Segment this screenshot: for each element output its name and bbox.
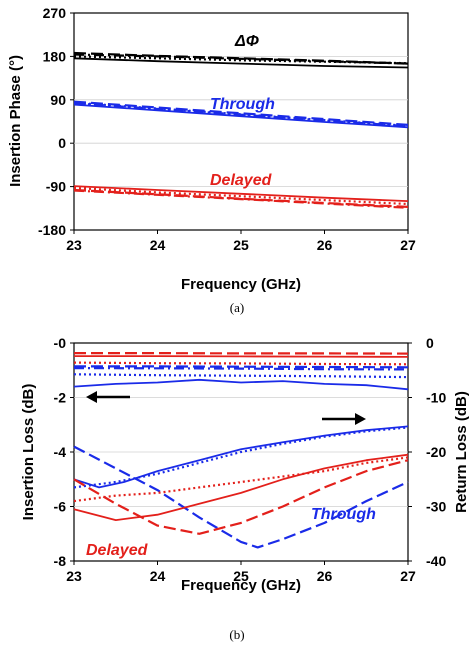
caption-a: (a)	[230, 300, 244, 315]
series-delayed-phase-solid	[73, 185, 409, 202]
panel-b-y2tick-label: 0	[426, 335, 434, 351]
panel-b-ytick-label: -2	[54, 390, 67, 406]
series-through-right-dotted	[73, 426, 409, 489]
panel-a-xlabel: Frequency (GHz)	[181, 276, 301, 293]
series-through-left-dashed	[74, 365, 409, 369]
panel-b-ytick-label: -8	[54, 553, 67, 569]
series-through-phase-dashed	[73, 100, 409, 126]
panel-b-xtick-label: 24	[150, 568, 166, 584]
series-through-phase-solid	[73, 103, 409, 129]
annotation-delayed-b: Delayed	[86, 542, 149, 559]
panel-a-ytick-label: 180	[43, 48, 67, 64]
arrow-right-axis	[322, 413, 366, 425]
panel-b-ylabel: Insertion Loss (dB)	[20, 384, 37, 521]
series-delayed-left-dotted	[73, 361, 409, 366]
panel-b-xlabel: Frequency (GHz)	[181, 577, 301, 594]
series-through-left-dotted	[73, 373, 409, 379]
panel-b-y2label: Return Loss (dB)	[453, 391, 470, 513]
panel-b-ytick-label: -4	[54, 444, 67, 460]
panel-b-y2tick-label: -20	[426, 444, 446, 460]
panel-b-ytick-label: -6	[54, 499, 67, 515]
series-through-left-dashdot	[73, 367, 409, 371]
annotation-delayed-a: Delayed	[210, 172, 273, 189]
panel-b: 23 24 25 26 27 -0 -2 -4 -6 -8 0 -10 -20 -30 -40 Freq…	[20, 335, 470, 642]
panel-b-y2tick-label: -30	[426, 499, 446, 515]
panel-b-xtick-label: 26	[317, 568, 333, 584]
panel-b-ytick-label: -0	[54, 335, 67, 351]
panel-b-xtick-label: 27	[400, 568, 416, 584]
panel-a-xtick-label: 27	[400, 237, 416, 253]
panel-a: 23 24 25 26 27 270 180 90 0 -90 -180 Frequency (G…	[7, 5, 416, 315]
series-delayed-left-dashed	[74, 352, 409, 355]
panel-a-ylabel: Insertion Phase (°)	[7, 55, 24, 187]
panel-a-ytick-label: -180	[38, 222, 66, 238]
caption-b: (b)	[229, 627, 244, 642]
series-through-left-solid	[73, 378, 409, 391]
series-through-right-solid	[73, 425, 409, 489]
series-through-right-dashed	[73, 445, 409, 549]
series-delayed-left-solid	[74, 355, 409, 358]
panel-a-xtick-label: 23	[66, 237, 82, 253]
series--phase-dotted	[73, 55, 409, 65]
annotation-delta-phi: ΔΦ	[234, 33, 259, 50]
series-delayed-right-dashed	[73, 459, 409, 535]
arrow-left-axis	[86, 391, 130, 403]
series-delayed-right-solid	[73, 453, 409, 521]
series-delayed-right-dotted	[73, 456, 409, 503]
series-delayed-phase-dotted	[73, 186, 409, 206]
panel-b-y2tick-label: -10	[426, 390, 446, 406]
panel-a-ytick-label: 90	[50, 92, 66, 108]
panel-a-xtick-label: 25	[233, 237, 249, 253]
panel-b-y2tick-label: -40	[426, 553, 446, 569]
panel-b-xtick-label: 23	[66, 568, 82, 584]
series-delayed-phase-dashdot	[73, 189, 409, 209]
series-through-phase-dashdot	[73, 102, 409, 128]
panel-a-xtick-label: 24	[150, 237, 166, 253]
annotation-through-a: Through	[210, 96, 275, 113]
panel-a-xtick-label: 26	[317, 237, 333, 253]
series--phase-solid	[73, 57, 409, 69]
series--phase-dashdot	[73, 53, 409, 65]
panel-a-ytick-label: 0	[58, 135, 66, 151]
annotation-through-b: Through	[311, 506, 376, 523]
panel-a-ytick-label: 270	[43, 5, 67, 21]
panel-b-xtick-label: 25	[233, 568, 249, 584]
panel-a-ytick-label: -90	[46, 179, 66, 195]
